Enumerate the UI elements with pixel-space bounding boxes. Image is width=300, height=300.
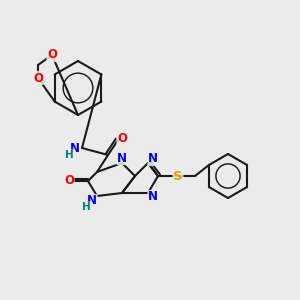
Text: N: N bbox=[148, 152, 158, 166]
Text: N: N bbox=[117, 152, 127, 164]
Text: O: O bbox=[33, 71, 43, 85]
Text: N: N bbox=[87, 194, 97, 208]
Text: O: O bbox=[64, 175, 74, 188]
Text: H: H bbox=[64, 150, 74, 160]
Text: O: O bbox=[47, 49, 57, 62]
Text: N: N bbox=[70, 142, 80, 154]
Text: N: N bbox=[148, 190, 158, 203]
Text: H: H bbox=[82, 202, 90, 212]
Text: S: S bbox=[173, 169, 183, 182]
Text: O: O bbox=[117, 131, 127, 145]
